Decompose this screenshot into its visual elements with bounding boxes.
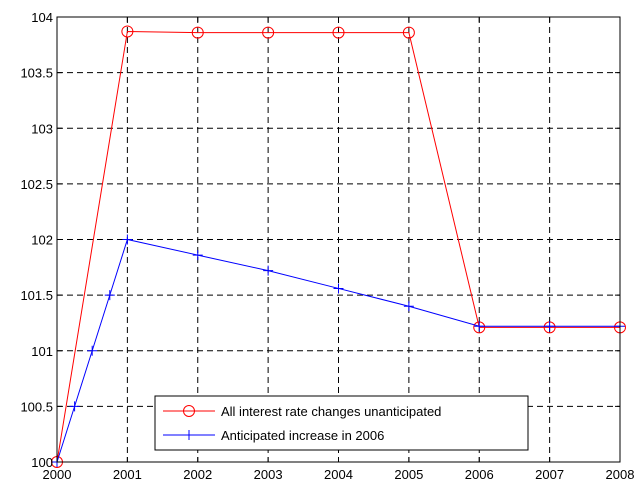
x-tick-label: 2001: [113, 467, 142, 482]
y-tick-label: 104: [31, 10, 53, 25]
x-tick-label: 2004: [324, 467, 353, 482]
data-point: [333, 283, 344, 294]
y-tick-label: 103: [31, 121, 53, 136]
legend-swatch-marker: [183, 405, 195, 417]
data-point: [403, 301, 414, 312]
grid: [56, 16, 621, 463]
axes-frame: [56, 16, 621, 463]
series-line: [56, 238, 620, 463]
legend-swatch-marker: [184, 430, 194, 440]
x-tick-label: 2002: [183, 467, 212, 482]
data-point: [69, 401, 80, 412]
x-tick-label: 2008: [606, 467, 635, 482]
data-point: [402, 26, 415, 39]
data-point: [87, 345, 98, 356]
data-point: [262, 26, 275, 39]
tick-labels: 2000 2001 2002 2003 2004 2005 2006 2007 2008 100 1…: [20, 10, 634, 482]
y-tick-label: 100: [31, 455, 53, 470]
legend-label: Anticipated increase in 2006: [221, 428, 384, 443]
y-tick-label: 101.5: [20, 288, 53, 303]
data-point: [544, 321, 555, 332]
x-tick-label: 2003: [254, 467, 283, 482]
data-point: [192, 250, 203, 261]
data-point: [332, 26, 345, 39]
x-tick-label: 2005: [394, 467, 423, 482]
data-point: [121, 25, 134, 38]
data-point: [122, 234, 133, 245]
legend: All interest rate changes unanticipated A…: [154, 395, 529, 451]
y-tick-label: 102.5: [20, 177, 53, 192]
y-tick-label: 100.5: [20, 399, 53, 414]
y-tick-label: 103.5: [20, 66, 53, 81]
legend-box: [154, 395, 529, 451]
data-point: [474, 321, 485, 332]
x-tick-label: 2006: [465, 467, 494, 482]
data-point: [263, 265, 274, 276]
legend-label: All interest rate changes unanticipated: [221, 404, 441, 419]
x-tick-label: 2000: [43, 467, 72, 482]
data-point: [104, 290, 115, 301]
x-tick-label: 2007: [535, 467, 564, 482]
y-tick-label: 102: [31, 233, 53, 248]
y-tick-label: 101: [31, 344, 53, 359]
data-point: [191, 26, 204, 39]
series-line: [56, 30, 620, 463]
